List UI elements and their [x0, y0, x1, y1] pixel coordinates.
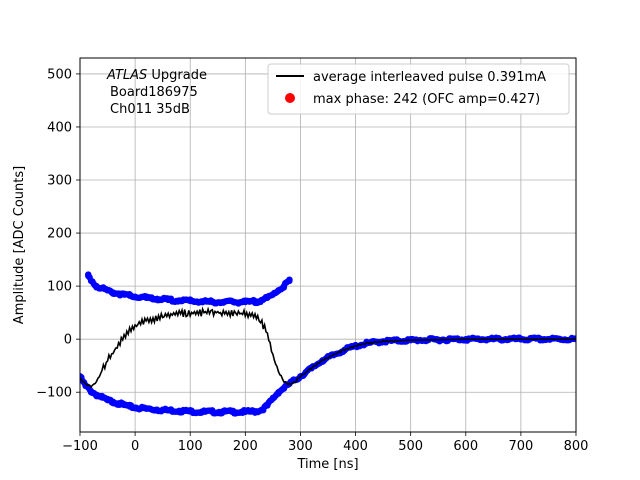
data-point	[275, 389, 282, 396]
data-point	[115, 290, 122, 297]
data-point	[109, 289, 117, 296]
x-tick-label: 300	[288, 439, 313, 454]
data-point	[85, 272, 92, 280]
data-point	[220, 298, 227, 306]
x-tick-label: 700	[508, 439, 533, 454]
x-tick-label: 500	[398, 439, 423, 454]
data-point	[258, 406, 266, 413]
data-point	[269, 395, 277, 402]
axes-frame	[79, 57, 577, 433]
data-point	[120, 401, 128, 409]
data-point	[286, 277, 293, 285]
data-point	[142, 405, 150, 412]
data-point	[176, 297, 183, 304]
x-tick-label: 100	[178, 439, 203, 454]
series-layer	[80, 271, 576, 417]
y-tick-label: 0	[64, 333, 72, 348]
legend-label-average-pulse: average interleaved pulse 0.391mA	[313, 70, 546, 85]
x-axis-label: Time [ns]	[296, 457, 358, 472]
data-point	[131, 404, 139, 411]
data-point	[198, 298, 205, 305]
data-point	[115, 400, 122, 407]
data-point	[220, 408, 227, 416]
data-point	[126, 403, 133, 410]
data-point	[269, 291, 277, 298]
data-point	[82, 382, 89, 390]
average-pulse-line	[80, 306, 576, 389]
data-point	[275, 287, 282, 294]
data-point	[242, 298, 249, 306]
data-point	[153, 406, 161, 413]
y-tick-label: 200	[47, 227, 72, 242]
data-point	[187, 297, 194, 305]
x-tick-label: 400	[343, 439, 368, 454]
data-point	[142, 294, 150, 301]
annotation-channel: Ch011 35dB	[110, 102, 190, 117]
data-point	[98, 285, 106, 292]
legend-label-max-phase: max phase: 242 (OFC amp=0.427)	[313, 92, 540, 107]
data-point	[264, 402, 271, 409]
annotation-upgrade: Upgrade	[147, 68, 207, 83]
data-point	[198, 408, 205, 416]
data-point	[93, 282, 100, 290]
legend: average interleaved pulse 0.391mA max ph…	[267, 63, 570, 115]
data-point	[242, 408, 249, 416]
annotation: ATLAS Upgrade Board186975 Ch011 35dB	[106, 68, 207, 117]
y-tick-label: −100	[36, 386, 72, 401]
data-point	[258, 296, 266, 304]
y-tick-label: 500	[47, 67, 72, 82]
data-point	[87, 387, 95, 395]
data-point	[93, 391, 100, 399]
data-point	[231, 298, 238, 306]
x-tick-label: 600	[453, 439, 478, 454]
data-point	[253, 408, 260, 415]
data-point	[209, 408, 216, 416]
data-point	[187, 408, 194, 415]
data-point	[280, 282, 288, 290]
plot-area	[80, 271, 576, 417]
data-point	[164, 407, 172, 414]
data-point	[164, 296, 172, 304]
legend-dot-marker	[285, 93, 295, 103]
x-tick-label: 800	[564, 439, 589, 454]
data-point	[209, 298, 216, 306]
data-point	[131, 293, 139, 300]
legend-box	[267, 63, 570, 115]
ticks: −100 0 100 200 300 400 500 600 700 800 −100 0 100 200…	[36, 67, 588, 454]
x-tick-label: 0	[131, 439, 139, 454]
svg-text:ATLAS Upgrade: ATLAS Upgrade	[106, 68, 207, 83]
data-point	[264, 294, 271, 301]
annotation-atlas: ATLAS	[106, 68, 147, 83]
y-tick-label: 100	[47, 280, 72, 295]
data-point	[231, 408, 238, 416]
data-point	[176, 407, 183, 414]
data-point	[280, 384, 288, 392]
data-point	[120, 291, 128, 298]
y-axis-label: Amplitude [ADC Counts]	[12, 166, 27, 324]
data-point	[109, 398, 117, 405]
y-tick-label: 300	[47, 174, 72, 189]
data-point	[126, 292, 133, 299]
x-tick-label: −100	[62, 439, 98, 454]
annotation-board: Board186975	[110, 85, 198, 100]
data-point	[104, 287, 111, 294]
data-point	[253, 298, 260, 305]
data-point	[153, 295, 161, 303]
y-tick-label: 400	[47, 120, 72, 135]
x-tick-label: 200	[233, 439, 258, 454]
data-point	[104, 396, 111, 404]
data-point	[98, 394, 106, 401]
